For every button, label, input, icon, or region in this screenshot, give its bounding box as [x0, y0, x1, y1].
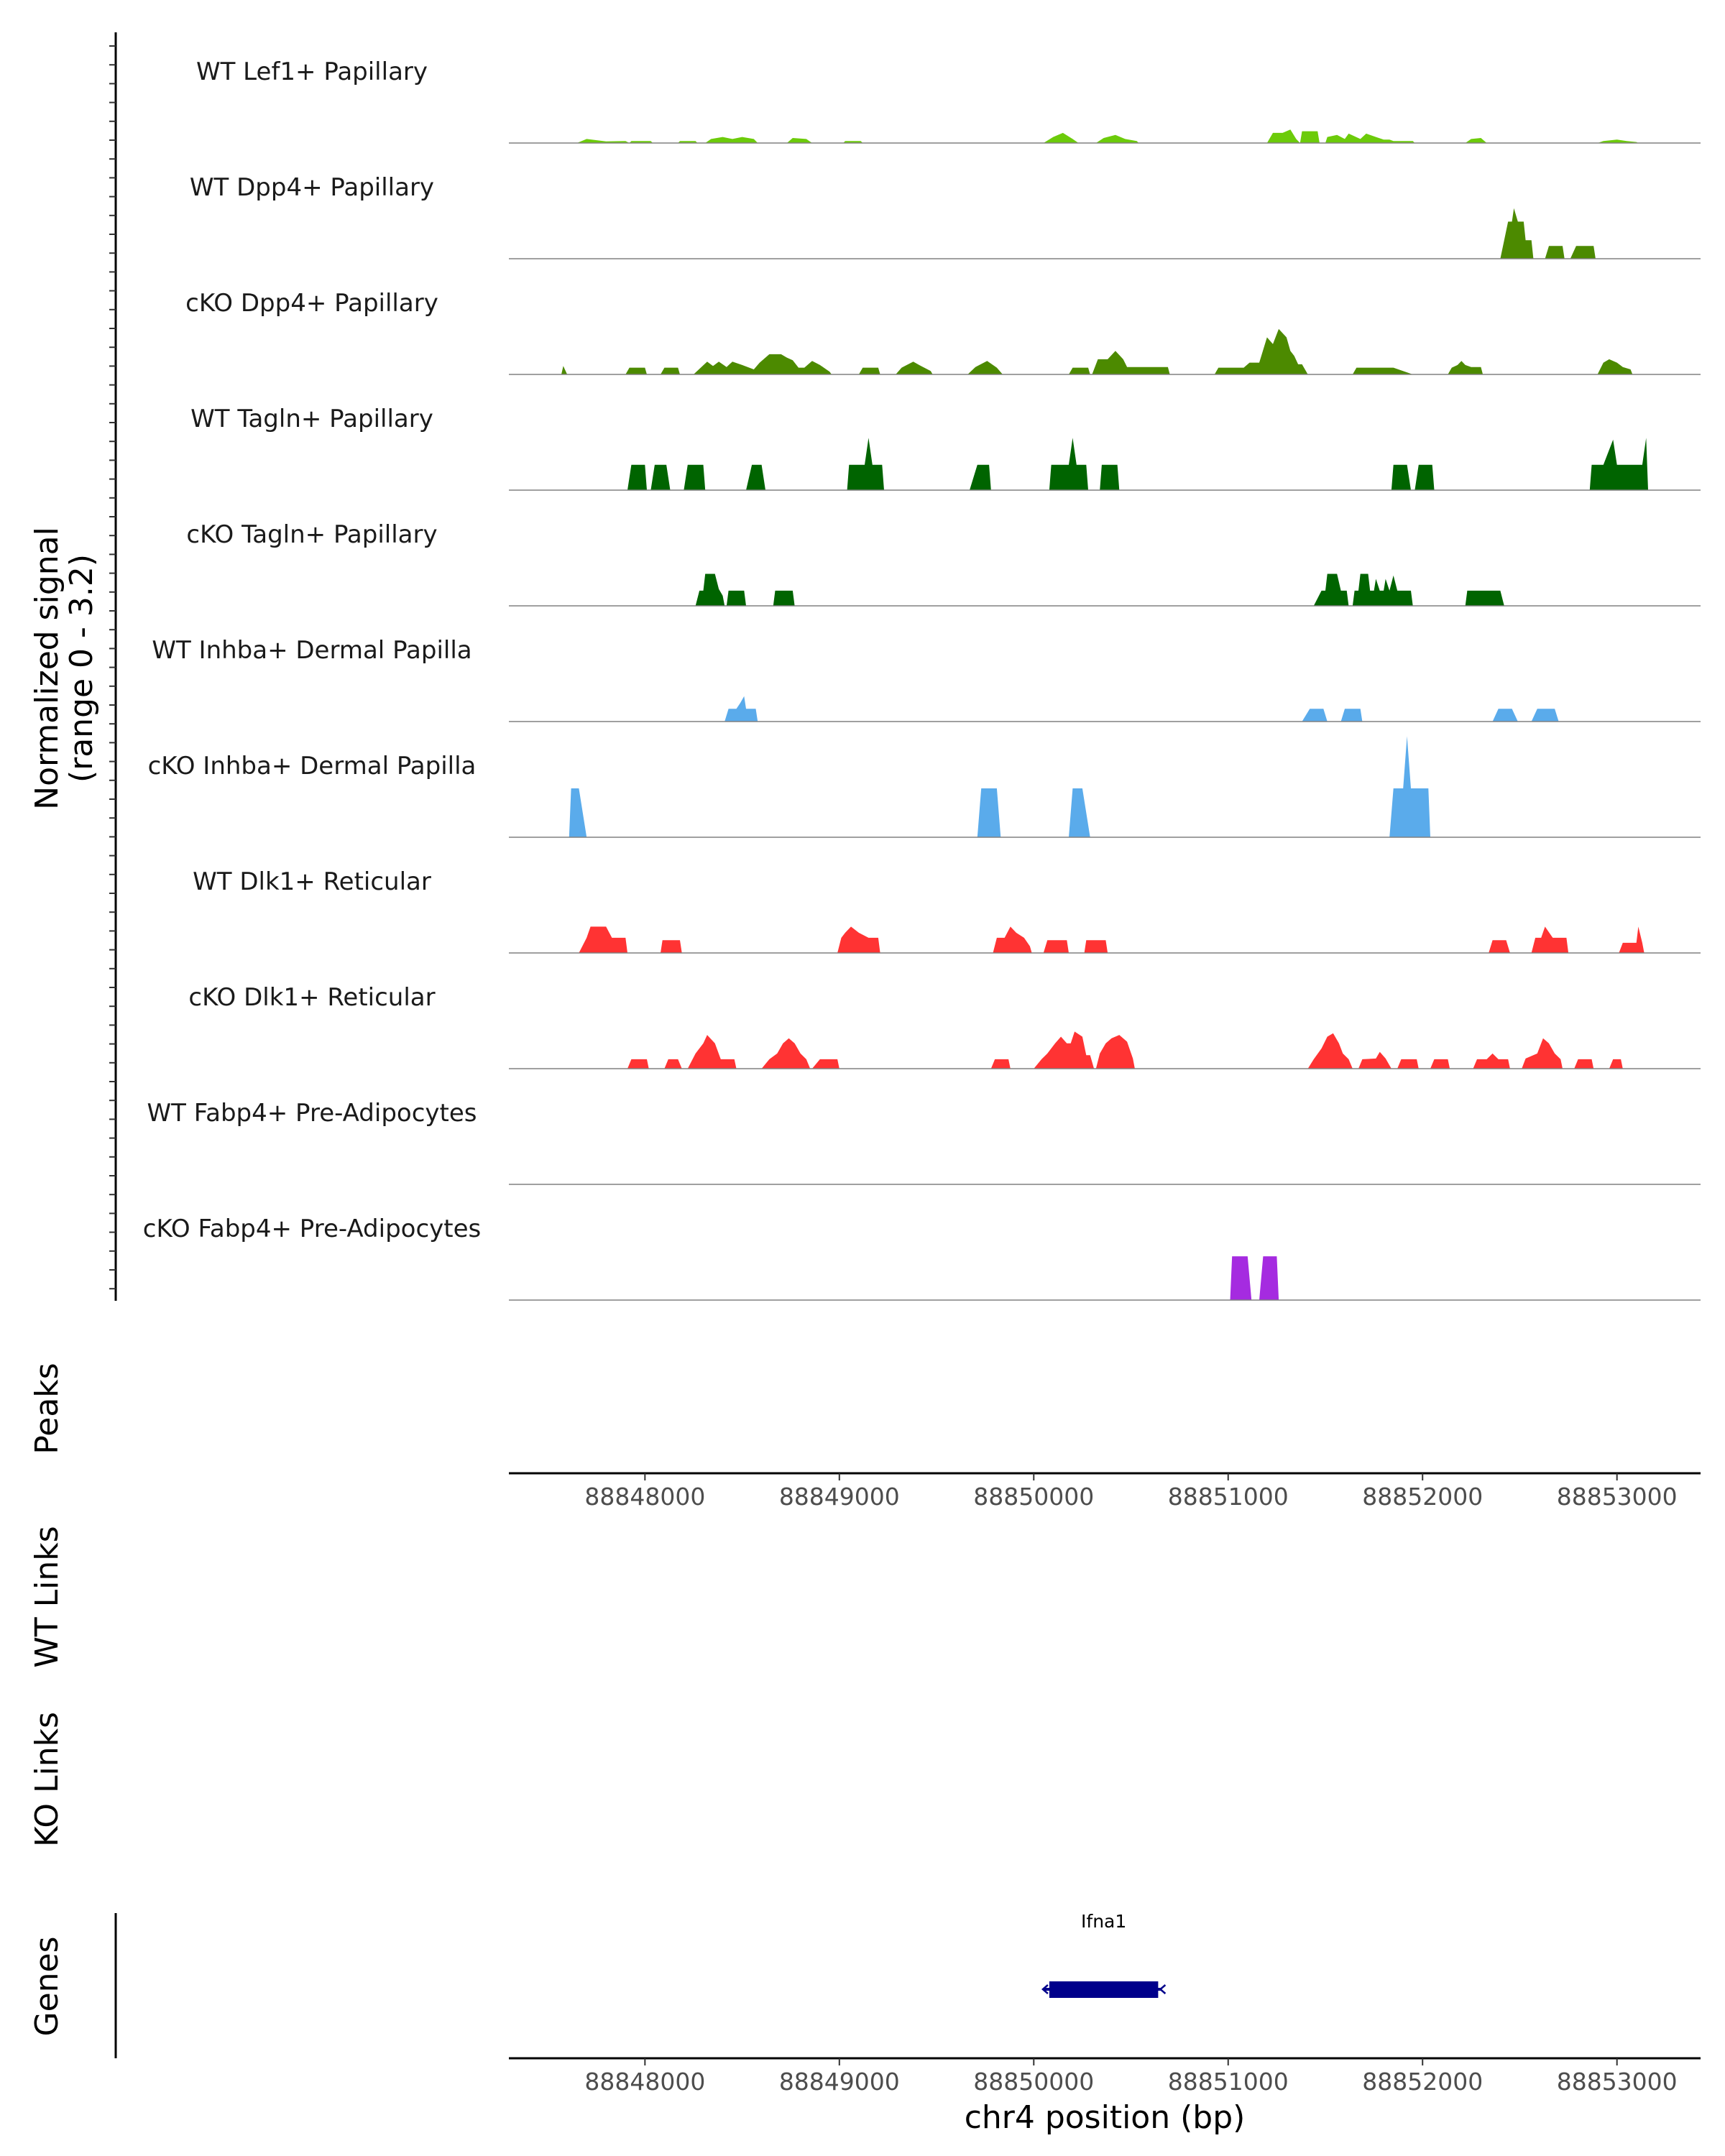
peaks-x-tick-label: 88853000: [1557, 1483, 1678, 1511]
track-label: cKO Dlk1+ Reticular: [188, 983, 435, 1012]
gene-exon: [1049, 1981, 1159, 1998]
track-cko-fabp4-pre-adipocytes: cKO Fabp4+ Pre-Adipocytes: [143, 1215, 1701, 1301]
genes-x-tick-label: 88849000: [779, 2068, 900, 2096]
genes-x-tick-label: 88853000: [1557, 2068, 1678, 2096]
track-label: cKO Tagln+ Papillary: [186, 520, 437, 549]
gene-ifna1: Ifna1: [1041, 1911, 1167, 1998]
genes-x-tick-label: 88850000: [973, 2068, 1094, 2096]
genes-x-tick-label: 88852000: [1362, 2068, 1483, 2096]
genes-x-tick-label: 88851000: [1168, 2068, 1289, 2096]
coverage-area: [576, 129, 1639, 143]
gene-models: Ifna1: [1041, 1911, 1167, 1998]
peaks-label: Peaks: [29, 1363, 65, 1454]
track-label: cKO Dpp4+ Papillary: [185, 289, 438, 318]
track-label: WT Fabp4+ Pre-Adipocytes: [147, 1099, 477, 1128]
genes-x-axis: 88848000 88849000 88850000 88851000 88852000…: [584, 2058, 1678, 2096]
coverage-y-ticks: [109, 45, 116, 1290]
track-cko-dlk1-reticular: cKO Dlk1+ Reticular: [188, 983, 1701, 1069]
track-wt-tagln-papillary: WT Tagln+ Papillary: [190, 405, 1701, 491]
gene-strand-arrow-icon: [1041, 1984, 1049, 1994]
ko-links-label: KO Links: [29, 1712, 65, 1847]
peaks-x-tick-label: 88850000: [973, 1483, 1094, 1511]
coverage-area: [724, 696, 1559, 722]
coverage-area: [627, 1031, 1623, 1069]
coverage-area: [1500, 208, 1596, 259]
track-label: WT Tagln+ Papillary: [190, 405, 433, 433]
peaks-x-tick-label: 88851000: [1168, 1483, 1289, 1511]
track-label: cKO Inhba+ Dermal Papilla: [148, 752, 477, 780]
wt-links-label: WT Links: [29, 1526, 65, 1667]
track-label: WT Lef1+ Papillary: [196, 57, 428, 86]
coverage-tracks: WT Lef1+ Papillary WT Dpp4+ Papillary cKO …: [143, 57, 1701, 1301]
coverage-area: [579, 926, 1644, 953]
coverage-ylabel-line2: (range 0 - 3.2): [63, 554, 100, 783]
track-wt-dlk1-reticular: WT Dlk1+ Reticular: [193, 867, 1701, 954]
coverage-area: [1230, 1256, 1279, 1300]
track-cko-inhba-dermal-papilla: cKO Inhba+ Dermal Papilla: [148, 736, 1701, 838]
track-cko-tagln-papillary: cKO Tagln+ Papillary: [186, 520, 1701, 607]
gene-label: Ifna1: [1081, 1911, 1126, 1932]
track-label: WT Inhba+ Dermal Papilla: [152, 636, 472, 665]
peaks-x-axis: 88848000 88849000 88850000 88851000 88852000…: [584, 1473, 1678, 1511]
track-label: cKO Fabp4+ Pre-Adipocytes: [143, 1215, 482, 1243]
track-wt-lef1-papillary: WT Lef1+ Papillary: [196, 57, 1701, 144]
coverage-ylabel-line1: Normalized signal: [29, 527, 65, 810]
genes-x-tick-label: 88848000: [584, 2068, 705, 2096]
genes-label: Genes: [29, 1936, 65, 2036]
peaks-x-tick-label: 88852000: [1362, 1483, 1483, 1511]
peaks-x-tick-label: 88848000: [584, 1483, 705, 1511]
coverage-area: [561, 328, 1633, 374]
track-label: WT Dlk1+ Reticular: [193, 867, 431, 896]
x-axis-title: chr4 position (bp): [965, 2099, 1246, 2136]
track-label: WT Dpp4+ Papillary: [190, 173, 434, 202]
track-wt-inhba-dermal-papilla: WT Inhba+ Dermal Papilla: [152, 636, 1701, 722]
track-wt-fabp4-pre-adipocytes: WT Fabp4+ Pre-Adipocytes: [147, 1099, 1701, 1185]
gene-strand-arrow-icon: [1159, 1984, 1167, 1994]
track-wt-dpp4-papillary: WT Dpp4+ Papillary: [190, 173, 1701, 259]
peaks-x-tick-label: 88849000: [779, 1483, 900, 1511]
coverage-area: [695, 573, 1504, 606]
track-cko-dpp4-papillary: cKO Dpp4+ Papillary: [185, 289, 1701, 375]
coverage-area: [627, 438, 1648, 490]
